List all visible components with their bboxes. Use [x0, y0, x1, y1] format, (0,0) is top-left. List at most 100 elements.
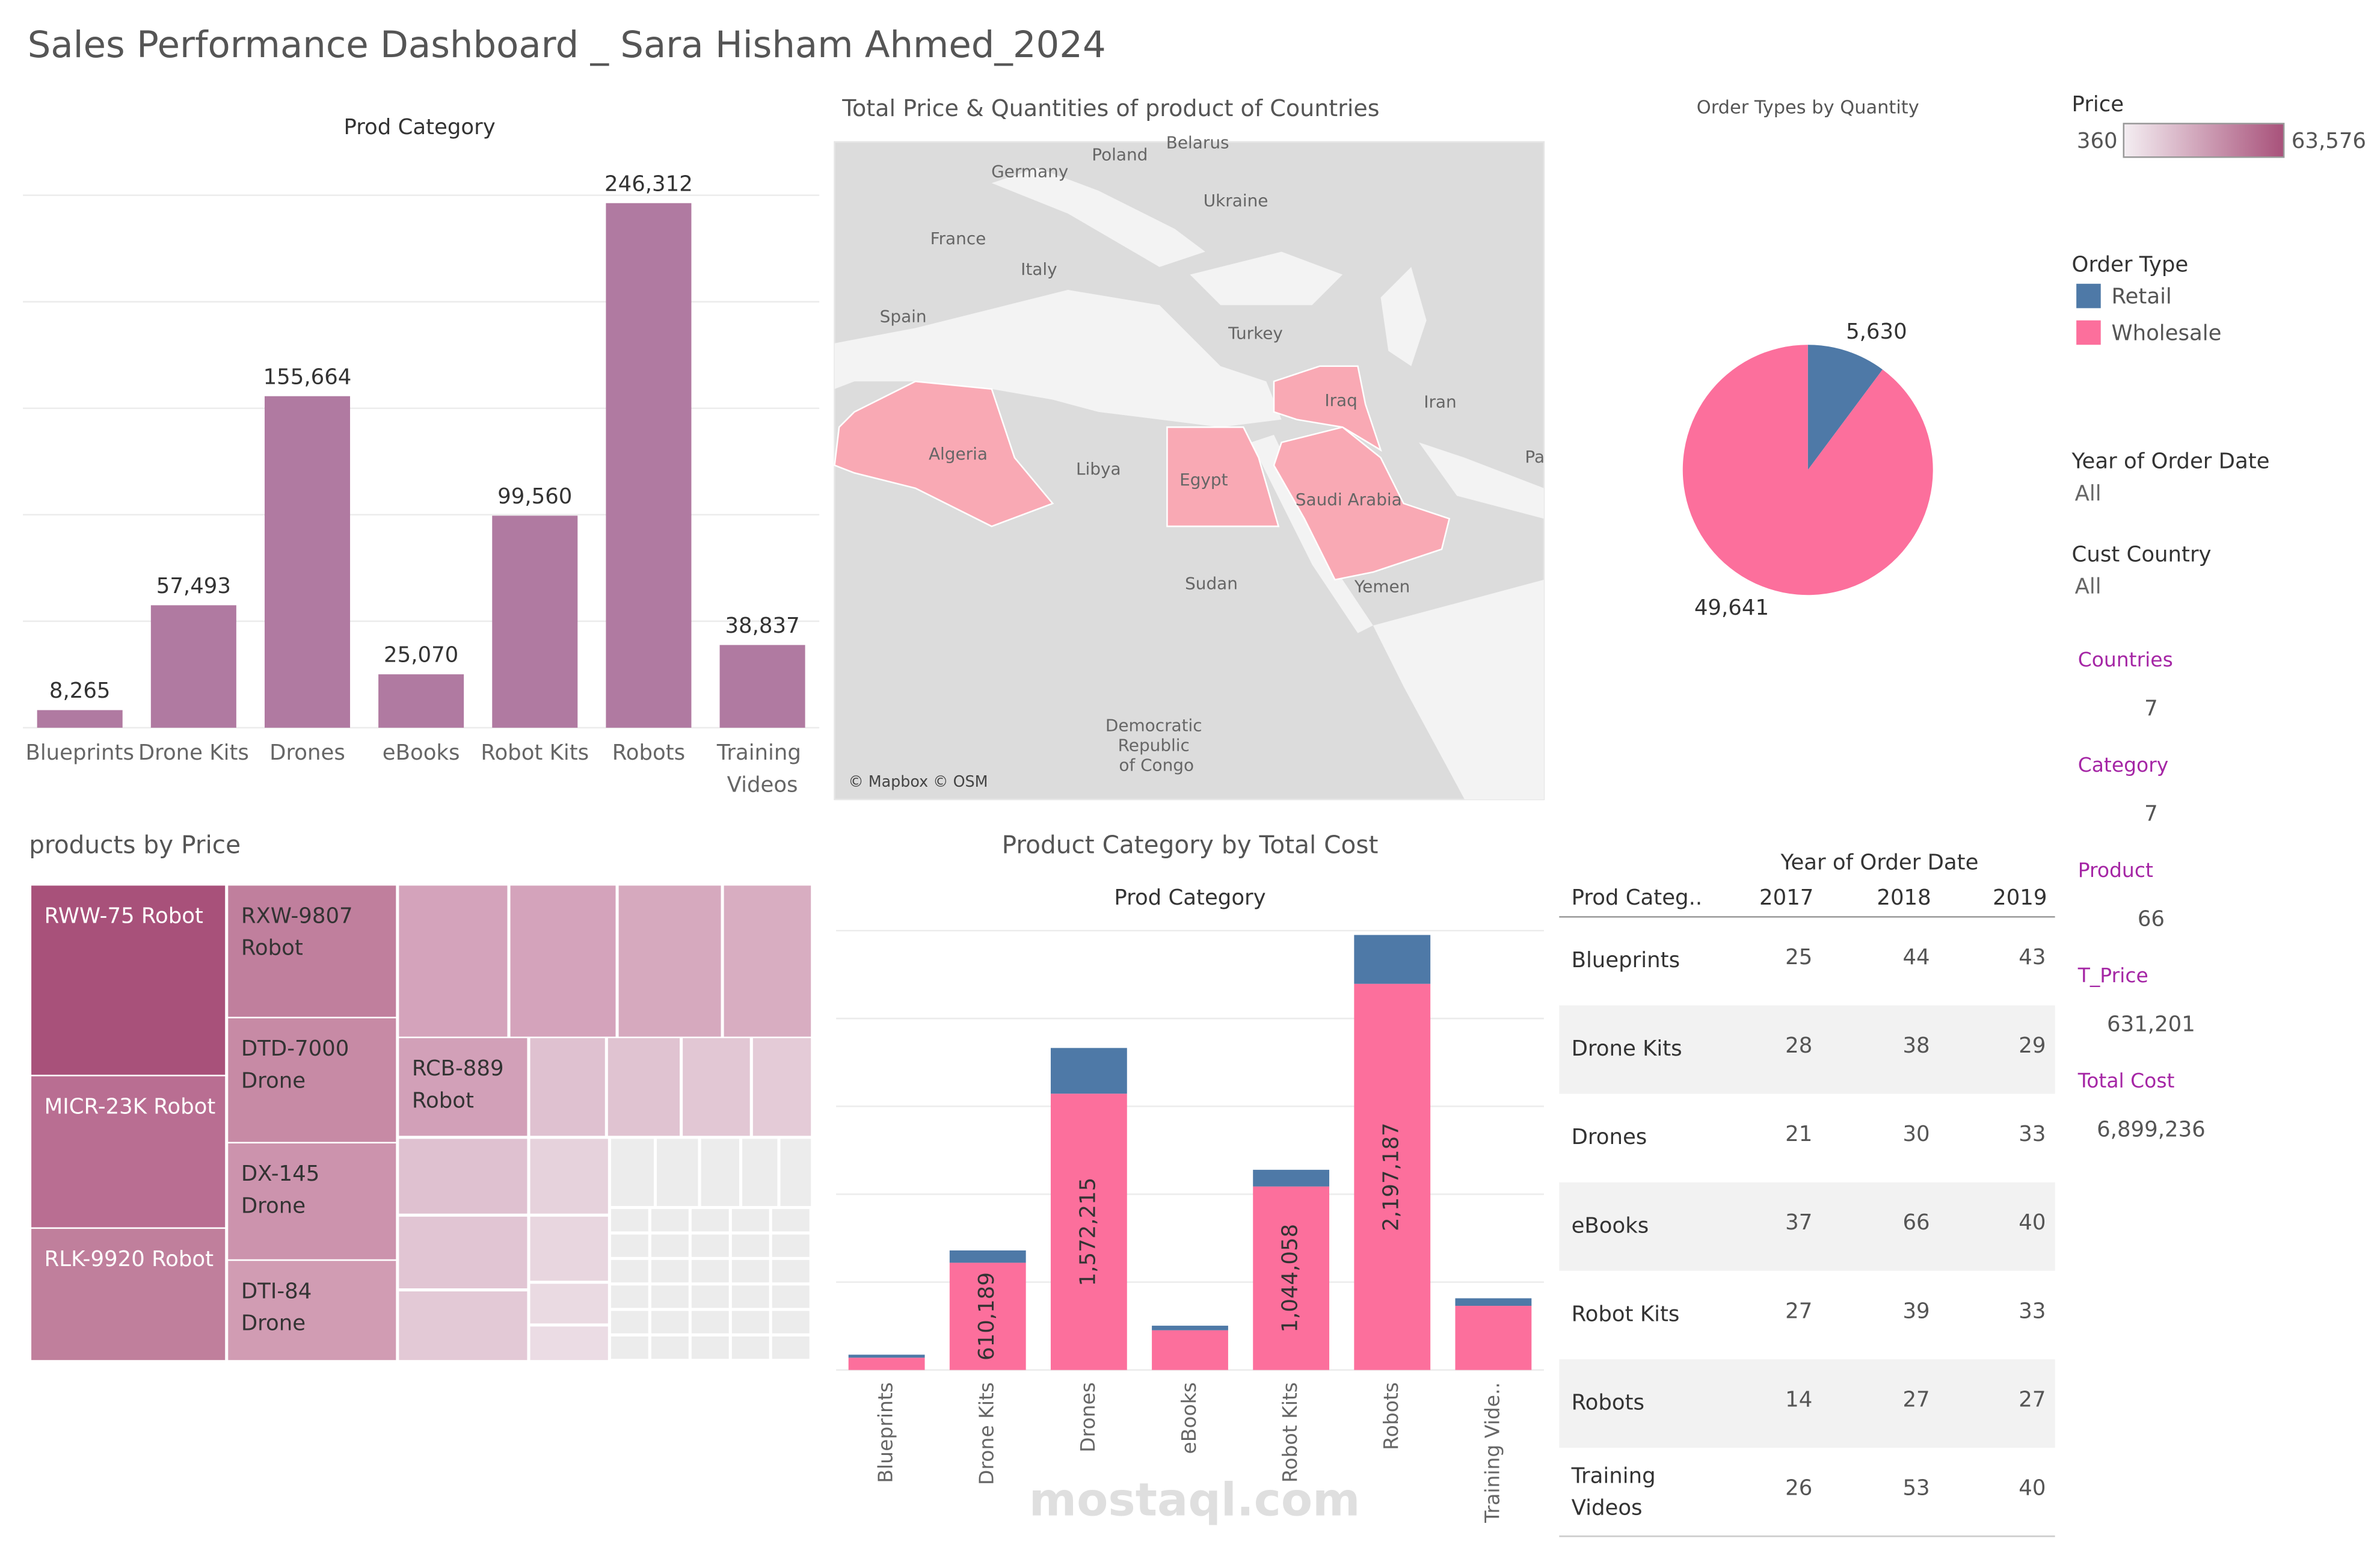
- kpi-value: 7: [2144, 801, 2158, 826]
- treemap-title: products by Price: [29, 831, 241, 860]
- x-tick-label: Drone Kits: [975, 1382, 998, 1485]
- data-label: 2,197,187: [1379, 1122, 1404, 1231]
- x-tick-label: Drones: [1076, 1382, 1099, 1453]
- bar: [264, 396, 351, 728]
- data-label: 99,560: [497, 484, 572, 509]
- table-cell: 53: [1902, 1476, 1930, 1501]
- table-cell: 66: [1902, 1210, 1930, 1235]
- treemap-tile: [722, 884, 813, 1039]
- treemap-tile: [730, 1207, 771, 1233]
- table-header: Prod Categ..: [1572, 885, 1703, 910]
- x-tick-label: Blueprints: [874, 1382, 897, 1483]
- data-label: 57,493: [156, 574, 231, 598]
- treemap-tile: [730, 1232, 771, 1259]
- table-cell: Robots: [1572, 1391, 1644, 1415]
- map-label: Poland: [1092, 145, 1148, 165]
- data-label: 1,572,215: [1075, 1178, 1100, 1287]
- sea: [834, 289, 1282, 428]
- data-label: 25,070: [384, 643, 458, 668]
- table-cell: 37: [1785, 1210, 1812, 1235]
- data-label: 8,265: [49, 678, 111, 703]
- x-tick-label: Robots: [612, 740, 685, 765]
- treemap-tile: [690, 1207, 731, 1233]
- legend-label: Wholesale: [2111, 321, 2221, 345]
- table-cell: 28: [1785, 1033, 1812, 1058]
- treemap-tile: [609, 1232, 650, 1259]
- table-row-bg: [1559, 1359, 2055, 1448]
- table-cell: 40: [2019, 1210, 2046, 1235]
- map-label: Spain: [880, 307, 927, 327]
- legend-title: Order Type: [2072, 252, 2189, 277]
- treemap-tile: [226, 1016, 398, 1144]
- treemap-tile: [690, 1258, 731, 1284]
- table-cell: 29: [2019, 1033, 2046, 1058]
- table-row-bg: [1559, 1182, 2055, 1271]
- table-cell: Robot Kits: [1572, 1302, 1680, 1326]
- treemap-tile: [770, 1335, 811, 1361]
- treemap-label: RXW-9807 Robot: [241, 903, 360, 960]
- map-label: Pa: [1525, 447, 1545, 467]
- bar-segment: [949, 1250, 1026, 1263]
- kpi-value: 7: [2144, 696, 2158, 721]
- treemap-label: RWW-75 Robot: [45, 903, 203, 928]
- map-label: Iran: [1424, 392, 1456, 412]
- x-tick-label: Drone Kits: [138, 740, 249, 765]
- bar-segment: [1455, 1298, 1532, 1306]
- table-cell: 25: [1785, 945, 1812, 970]
- map-label: Sudan: [1185, 573, 1238, 593]
- treemap-tile: [508, 884, 618, 1039]
- bar-segment: [1253, 1186, 1330, 1370]
- treemap-tile: [609, 1137, 656, 1208]
- treemap-tile: [609, 1309, 650, 1335]
- map-label: Yemen: [1354, 577, 1410, 597]
- treemap-label: DX-145 Drone: [241, 1161, 327, 1218]
- treemap-tile: [650, 1232, 690, 1259]
- table-cell: 33: [2019, 1122, 2046, 1146]
- treemap-tile: [528, 1137, 610, 1216]
- dashboard-title: Sales Performance Dashboard _ Sara Hisha…: [28, 23, 1106, 66]
- highlighted-country: [1273, 426, 1451, 581]
- table-cell: eBooks: [1572, 1213, 1649, 1238]
- table-cell: 30: [1902, 1122, 1930, 1146]
- sea: [1373, 579, 1544, 800]
- x-tick-label: Robot Kits: [481, 740, 589, 765]
- sea: [1418, 442, 1544, 519]
- kpi-value: 631,201: [2107, 1012, 2195, 1036]
- table-cell: 44: [1902, 945, 1930, 970]
- treemap-tile: [690, 1232, 731, 1259]
- treemap-tile: [730, 1335, 771, 1361]
- kpi-label: T_Price: [2077, 964, 2148, 987]
- table-cell: 21: [1785, 1122, 1812, 1146]
- watermark: mostaql.com: [1029, 1472, 1361, 1526]
- bar-segment: [1050, 1048, 1127, 1094]
- treemap-tile: [528, 1324, 610, 1362]
- treemap-tile: [770, 1284, 811, 1310]
- data-label: 155,664: [263, 364, 352, 389]
- table-cell: Drones: [1572, 1125, 1647, 1149]
- map-label: Democratic Republic of Congo: [1105, 715, 1208, 775]
- treemap-label: DTI-84 Drone: [241, 1279, 319, 1335]
- table-title: Year of Order Date: [1780, 850, 1978, 875]
- treemap-tile: [730, 1309, 771, 1335]
- treemap-tile: [609, 1284, 650, 1310]
- table-cell: Training Videos: [1571, 1463, 1662, 1520]
- table-header: 2018: [1877, 885, 1931, 910]
- legend-label: Retail: [2111, 284, 2171, 309]
- x-tick-label: eBooks: [1177, 1382, 1201, 1454]
- bar-segment: [1152, 1330, 1228, 1370]
- treemap-tile: [778, 1137, 813, 1208]
- filter-value: All: [2075, 574, 2102, 599]
- table-cell: 14: [1785, 1387, 1812, 1412]
- table-header: 2019: [1993, 885, 2047, 910]
- bar: [719, 645, 805, 728]
- treemap-tile: [528, 1036, 607, 1137]
- treemap-tile: [770, 1232, 811, 1259]
- legend-swatch: [2076, 283, 2101, 309]
- table-cell: 40: [2019, 1476, 2046, 1501]
- bar: [606, 203, 692, 728]
- treemap-tile: [650, 1309, 690, 1335]
- bar: [150, 605, 236, 728]
- table-cell: 39: [1902, 1299, 1930, 1323]
- table-cell: 27: [2019, 1387, 2046, 1412]
